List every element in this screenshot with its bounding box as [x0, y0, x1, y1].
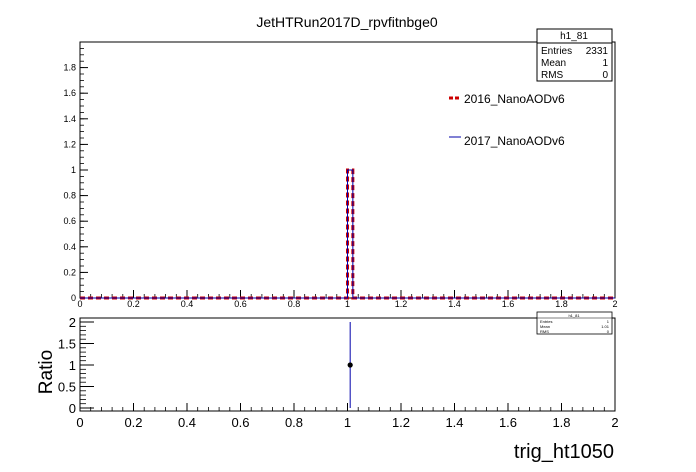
- ratio-y-axis-label: Ratio: [36, 350, 57, 394]
- stats-main-mean-value: 1: [602, 58, 608, 69]
- legend: 2016_NanoAODv6 trig_ht1050 2017_NanoAODv…: [449, 92, 565, 148]
- x-axis-label: trig_ht1050: [514, 441, 614, 463]
- ratio-x-tick-label: 1.6: [499, 415, 517, 430]
- main-y-tick-label: 0: [71, 293, 76, 303]
- ratio-x-tick-label: 1: [344, 415, 351, 430]
- stats-main-entries-value: 2331: [586, 46, 609, 57]
- ratio-x-tick-label: 1.4: [445, 415, 463, 430]
- main-y-tick-label: 0.2: [63, 267, 76, 277]
- histogram-2017_NanoAODv6: [80, 169, 615, 299]
- ratio-y-tick-label: 1: [69, 358, 76, 373]
- stats-ratio-entries-value: 1: [607, 319, 610, 324]
- ratio-y-tick-label: 0.5: [58, 380, 76, 395]
- stats-box-ratio-name: h1_81: [568, 313, 580, 318]
- ratio-x-axis: 0 0.2 0.4 0.6 0.8 1 1.2 1.4 1.6 1.8 2: [76, 403, 619, 430]
- ratio-x-tick-label: 2: [611, 415, 618, 430]
- main-y-tick-label: 1: [71, 165, 76, 175]
- main-histograms: [80, 168, 615, 300]
- legend-label-2016: 2016_NanoAODv6: [464, 92, 565, 106]
- main-plot-panel: 0 0.2 0.4 0.6 0.8 1 1.2 1.4 1.6 1.8 0 0.2 0.4 0.6 0.8…: [63, 28, 618, 309]
- main-x-tick-label: 0: [77, 299, 82, 309]
- ratio-point: [347, 362, 353, 368]
- ratio-x-tick-label: 0.2: [124, 415, 142, 430]
- stats-main-mean-label: Mean: [541, 58, 566, 69]
- stats-ratio-rms-value: 0: [607, 329, 610, 334]
- stats-box-ratio: h1_81 Entries 1 Mean 1.01 RMS 0: [536, 311, 613, 335]
- main-y-axis: 0 0.2 0.4 0.6 0.8 1 1.2 1.4 1.6 1.8: [63, 41, 88, 303]
- main-x-tick-label: 1: [345, 299, 350, 309]
- stats-ratio-entries-label: Entries: [540, 319, 552, 324]
- stats-box-main: h1_81 Entries 2331 Mean 1 RMS 0: [536, 28, 613, 82]
- ratio-x-tick-label: 0.8: [285, 415, 303, 430]
- main-y-tick-label: 1.4: [63, 114, 76, 124]
- ratio-x-tick-label: 0.6: [231, 415, 249, 430]
- main-y-tick-label: 0.6: [63, 216, 76, 226]
- main-x-tick-label: 1.8: [555, 299, 568, 309]
- ratio-x-tick-label: 1.2: [392, 415, 410, 430]
- main-x-tick-label: 0.4: [181, 299, 194, 309]
- main-y-tick-label: 0.8: [63, 191, 76, 201]
- main-x-tick-label: 1.2: [395, 299, 408, 309]
- stats-ratio-mean-value: 1.01: [601, 324, 610, 329]
- main-y-tick-label: 0.4: [63, 242, 76, 252]
- ratio-y-axis: 0 0.5 1 1.5 2: [58, 315, 94, 416]
- stats-main-rms-value: 0: [602, 70, 608, 81]
- stats-box-main-frame: [536, 28, 613, 82]
- main-y-tick-label: 1.8: [63, 63, 76, 73]
- main-y-tick-label: 1.6: [63, 88, 76, 98]
- main-x-axis: 0 0.2 0.4 0.6 0.8 1 1.2 1.4 1.6 1.8 2: [77, 290, 618, 309]
- main-x-tick-label: 2: [612, 299, 617, 309]
- main-x-tick-label: 1.6: [502, 299, 515, 309]
- stats-main-entries-label: Entries: [541, 46, 572, 57]
- ratio-x-tick-label: 0: [76, 415, 83, 430]
- ratio-x-tick-label: 1.8: [552, 415, 570, 430]
- ratio-y-tick-label: 1.5: [58, 337, 76, 352]
- chart-title: JetHTRun2017D_rpvfitnbge0: [256, 14, 438, 30]
- main-x-tick-label: 1.4: [448, 299, 461, 309]
- ratio-y-tick-label: 0: [69, 401, 76, 416]
- main-x-tick-label: 0.6: [234, 299, 247, 309]
- stats-ratio-mean-label: Mean: [540, 324, 550, 329]
- ratio-points: [347, 322, 353, 408]
- ratio-y-tick-label: 2: [69, 315, 76, 330]
- stats-ratio-rms-label: RMS: [540, 329, 549, 334]
- main-y-tick-label: 1.2: [63, 139, 76, 149]
- ratio-plot-frame: [79, 317, 616, 412]
- ratio-x-tick-label: 0.4: [178, 415, 196, 430]
- legend-label-2017-text: 2017_NanoAODv6: [464, 134, 565, 148]
- main-x-tick-label: 0.8: [288, 299, 301, 309]
- stats-box-main-name: h1_81: [560, 31, 588, 42]
- ratio-plot-panel: 0 0.5 1 1.5 2 0 0.2 0.4 0.6 0.8 1 1.2 1.4 1.6 1.8 2 Ra…: [36, 311, 619, 463]
- main-x-tick-label: 0.2: [127, 299, 140, 309]
- stats-box-ratio-frame: [536, 311, 613, 335]
- stats-main-rms-label: RMS: [541, 70, 564, 81]
